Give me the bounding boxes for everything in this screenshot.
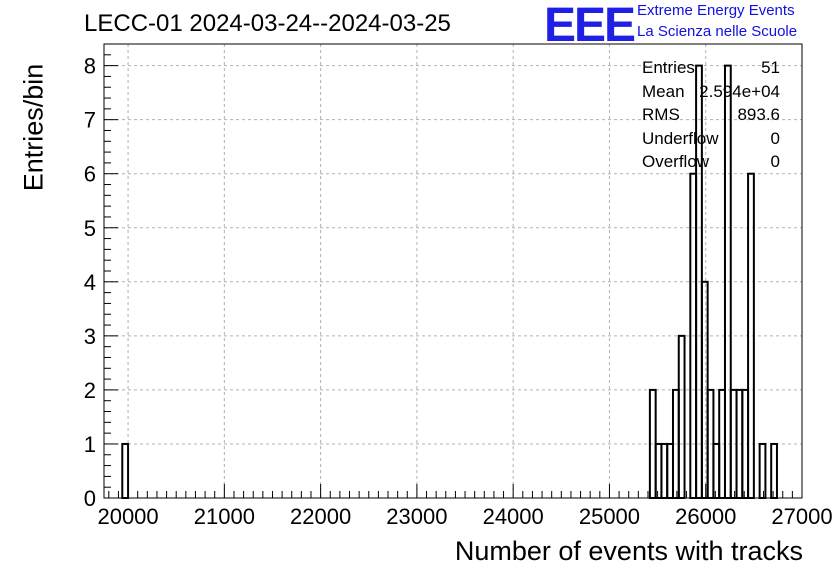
x-tick-label: 27000 — [771, 504, 832, 529]
x-tick-label: 22000 — [290, 504, 351, 529]
stats-value: 0 — [770, 128, 780, 148]
x-tick-label: 24000 — [483, 504, 544, 529]
stats-row-underflow: Underflow 0 — [642, 129, 780, 153]
stats-label: Entries — [642, 58, 695, 77]
stats-row-overflow: Overflow 0 — [642, 152, 780, 176]
y-tick-label: 6 — [84, 162, 96, 187]
histogram-bin — [758, 442, 767, 500]
x-tick-label: 26000 — [675, 504, 736, 529]
stats-row-entries: Entries 51 — [642, 58, 780, 82]
y-tick-label: 8 — [84, 54, 96, 79]
logo-line-2: La Scienza nelle Scuole — [637, 23, 798, 40]
histogram-bin — [121, 442, 130, 500]
x-tick-label: 25000 — [579, 504, 640, 529]
y-tick-label: 4 — [84, 270, 96, 295]
stats-box: Entries 51 Mean 2.594e+04 RMS 893.6 Unde… — [642, 58, 780, 176]
chart-title: LECC-01 2024-03-24--2024-03-25 — [84, 10, 451, 37]
stats-value: 2.594e+04 — [699, 81, 780, 101]
y-tick-label: 2 — [84, 378, 96, 403]
y-tick-label: 3 — [84, 324, 96, 349]
x-axis-label: Number of events with tracks — [454, 536, 803, 566]
stats-value: 0 — [770, 152, 780, 171]
histogram-bin — [677, 334, 686, 499]
histogram-bin — [770, 442, 778, 500]
y-tick-label: 5 — [84, 216, 96, 241]
histogram-bin — [723, 64, 732, 499]
x-tick-label: 21000 — [194, 504, 255, 529]
stats-label: RMS — [642, 105, 680, 124]
y-tick-label: 7 — [84, 108, 96, 133]
y-axis-label-text: Entries/bin — [18, 63, 49, 192]
stats-value: 893.6 — [737, 105, 780, 124]
logo-line-1: Extreme Energy Events — [637, 2, 795, 19]
histogram-bin — [747, 172, 755, 499]
stats-row-mean: Mean 2.594e+04 — [642, 82, 780, 106]
x-tick-label: 20000 — [97, 504, 158, 529]
y-tick-label: 1 — [84, 432, 96, 457]
stats-value: 51 — [761, 58, 780, 77]
stats-label: Overflow — [642, 152, 710, 171]
stats-label: Mean — [642, 81, 685, 101]
stats-row-rms: RMS 893.6 — [642, 105, 780, 129]
eee-logo: EEE — [544, 0, 636, 52]
stats-label: Underflow — [642, 128, 719, 148]
x-tick-label: 23000 — [386, 504, 447, 529]
y-tick-label: 0 — [84, 486, 96, 511]
